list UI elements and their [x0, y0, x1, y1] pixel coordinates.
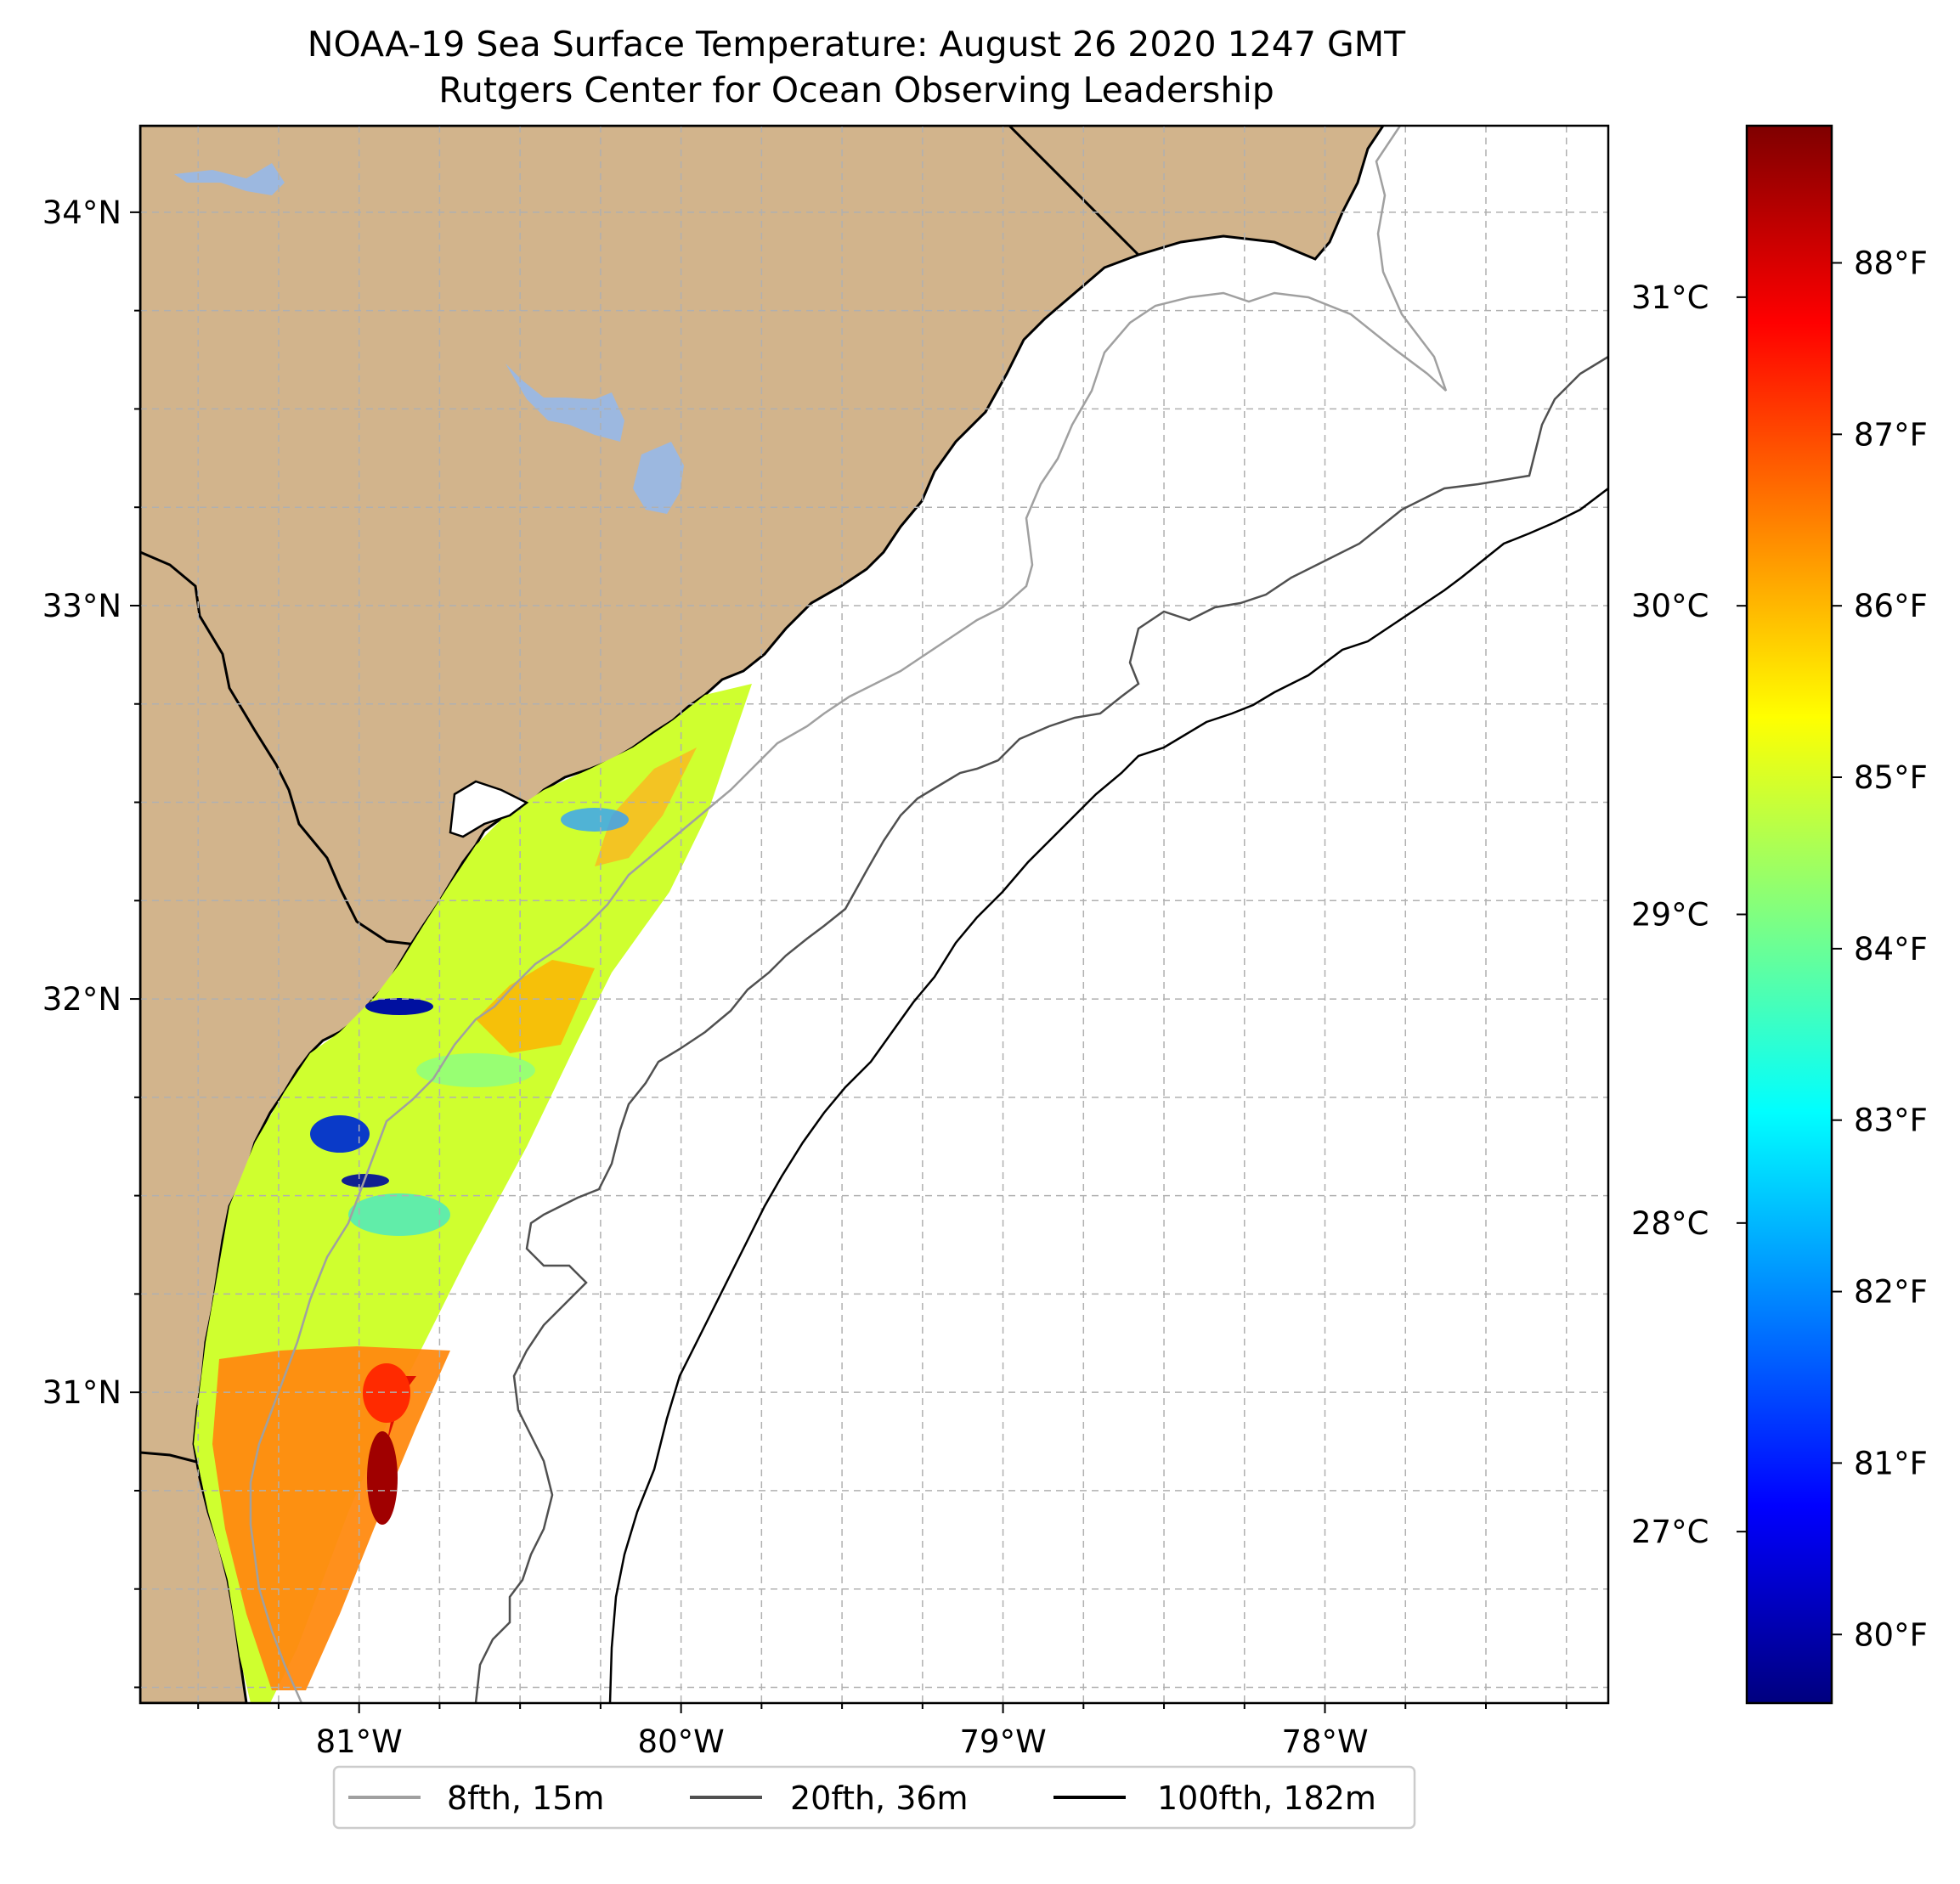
colorbar-c-label: 29°C: [1631, 897, 1709, 934]
lat-tick-label: 33°N: [42, 588, 121, 624]
state-boundary-sc-ga: [140, 550, 417, 946]
isobath-8fth-15m: [249, 126, 1448, 1703]
sst-swath: [194, 684, 752, 1703]
isobath-100fth-182m: [608, 488, 1608, 1703]
lake-wateree: [174, 163, 285, 195]
longitude-axis: 81°W 80°W 79°W 78°W: [197, 1703, 1567, 1760]
sst-swath-blue-patch-2: [365, 998, 433, 1015]
colorbar: 88°F 87°F 86°F 85°F 84°F 83°F 82°F 81°F 80°F 31°…: [1631, 124, 1928, 1705]
colorbar-gradient: [1745, 124, 1833, 1705]
map-frame: [138, 124, 1610, 1705]
lat-tick-label: 31°N: [42, 1374, 121, 1411]
colorbar-f-label: 87°F: [1854, 416, 1928, 453]
sst-swath-orange-north: [595, 747, 697, 866]
colorbar-f-label: 83°F: [1854, 1103, 1928, 1139]
colorbar-f-label: 81°F: [1854, 1445, 1928, 1481]
isobath-20fth-36m: [474, 355, 1608, 1703]
colorbar-f-label: 88°F: [1854, 245, 1928, 281]
legend-label-8fth: 8fth, 15m: [447, 1780, 604, 1817]
colorbar-c-label: 31°C: [1631, 279, 1709, 316]
sst-swath-orange-south: [212, 1346, 450, 1690]
legend-frame: [332, 1765, 1416, 1830]
colorbar-c-label: 28°C: [1631, 1205, 1709, 1242]
latitude-axis: 34°N 33°N 32°N 31°N: [42, 195, 140, 1689]
colorbar-c-label: 30°C: [1631, 588, 1709, 624]
legend-label-100fth: 100fth, 182m: [1157, 1780, 1376, 1817]
colorbar-f-label: 82°F: [1854, 1274, 1928, 1311]
colorbar-f-label: 80°F: [1854, 1616, 1928, 1653]
coastal-inlet-detail: [449, 780, 529, 838]
map-panel: [140, 126, 1608, 1703]
isobath-legend: 8fth, 15m 20fth, 36m 100fth, 182m: [332, 1765, 1416, 1830]
colorbar-f-label: 85°F: [1854, 759, 1928, 796]
colorbar-f-label: 86°F: [1854, 588, 1928, 624]
map-gridlines: [140, 126, 1608, 1703]
sst-swath-orange-mid: [476, 960, 595, 1053]
lat-tick-label: 34°N: [42, 195, 121, 231]
sst-swath-green-patch: [416, 1053, 535, 1087]
legend-label-20fth: 20fth, 36m: [790, 1780, 969, 1817]
colorbar-c-label: 27°C: [1631, 1514, 1709, 1550]
sst-swath-cyan-patch-2: [561, 808, 629, 832]
sst-swath-blue-patch-1: [310, 1115, 370, 1153]
state-boundary-nc-sc: [1008, 126, 1140, 257]
title-line-2: Rutgers Center for Ocean Observing Leade…: [438, 70, 1274, 110]
colorbar-f-label: 84°F: [1854, 931, 1928, 967]
lat-tick-label: 32°N: [42, 981, 121, 1018]
sst-swath-cyan-patch-1: [348, 1193, 450, 1236]
lon-tick-label: 79°W: [959, 1723, 1046, 1760]
lake-moultrie: [633, 442, 684, 514]
colorbar-fahrenheit-ticks: 88°F 87°F 86°F 85°F 84°F 83°F 82°F 81°F 80°F: [1832, 245, 1928, 1653]
sst-swath-red-spot: [363, 1363, 410, 1423]
lon-tick-label: 78°W: [1281, 1723, 1368, 1760]
state-boundary-ga-fl: [140, 1451, 201, 1464]
colorbar-celsius-ticks: 31°C 30°C 29°C 28°C 27°C: [1631, 279, 1747, 1550]
lake-marion: [506, 364, 624, 442]
lon-tick-label: 81°W: [316, 1723, 403, 1760]
sst-swath-darkred-spot: [367, 1431, 398, 1525]
lon-tick-label: 80°W: [638, 1723, 725, 1760]
title-line-1: NOAA-19 Sea Surface Temperature: August …: [308, 24, 1406, 65]
